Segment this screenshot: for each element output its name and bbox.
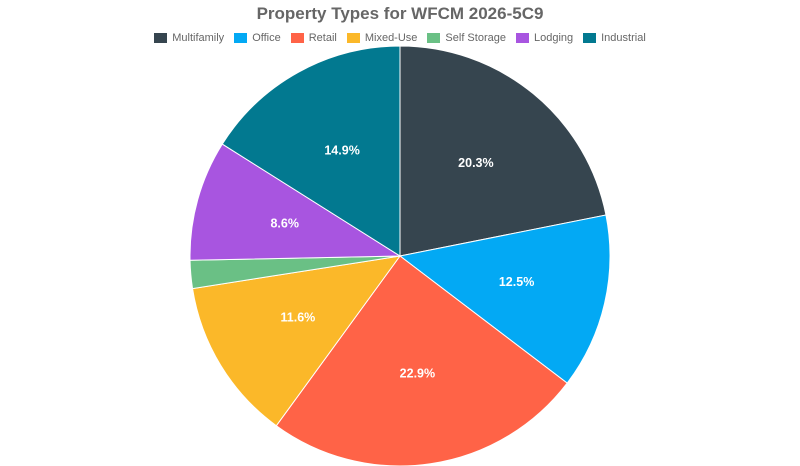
- slice-label-office: 12.5%: [499, 275, 534, 289]
- pie-slice-office[interactable]: [398, 214, 611, 384]
- slice-label-mixed-use: 11.6%: [281, 311, 316, 325]
- slice-label-retail: 22.9%: [400, 367, 435, 381]
- legend-swatch: [234, 33, 248, 43]
- legend-label: Multifamily: [172, 32, 225, 44]
- pie-slice-multifamily[interactable]: [399, 45, 607, 257]
- legend-label: Retail: [308, 32, 337, 44]
- legend: Multifamily Office Retail Mixed-Use Self Sto…: [0, 31, 800, 45]
- legend-swatch: [346, 33, 360, 43]
- legend-swatch: [290, 33, 304, 43]
- pie-slice-lodging[interactable]: [189, 143, 402, 261]
- slice-label-multifamily: 20.3%: [458, 156, 493, 170]
- legend-item-lodging[interactable]: Lodging: [515, 32, 574, 44]
- legend-swatch: [154, 33, 168, 43]
- legend-item-self-storage[interactable]: Self Storage: [427, 32, 506, 44]
- pie-slice-mixed-use[interactable]: [191, 255, 402, 427]
- legend-label: Industrial: [601, 32, 646, 44]
- legend-swatch: [583, 33, 597, 43]
- slice-label-industrial: 14.9%: [324, 143, 359, 157]
- legend-label: Self Storage: [445, 32, 506, 44]
- legend-swatch: [515, 33, 529, 43]
- legend-item-office[interactable]: Office: [234, 32, 281, 44]
- legend-item-multifamily[interactable]: Multifamily: [154, 32, 224, 44]
- pie-slice-retail[interactable]: [275, 255, 568, 466]
- pie-slice-industrial[interactable]: [221, 45, 401, 257]
- legend-item-industrial[interactable]: Industrial: [583, 32, 646, 44]
- legend-label: Office: [252, 32, 281, 44]
- legend-label: Lodging: [533, 32, 574, 44]
- legend-item-retail[interactable]: Retail: [290, 32, 337, 44]
- chart-title: Property Types for WFCM 2026-5C9: [256, 4, 544, 23]
- legend-label: Mixed-Use: [364, 32, 418, 44]
- legend-item-mixed-use[interactable]: Mixed-Use: [346, 32, 418, 44]
- slice-label-lodging: 8.6%: [270, 216, 299, 230]
- legend-swatch: [427, 33, 441, 43]
